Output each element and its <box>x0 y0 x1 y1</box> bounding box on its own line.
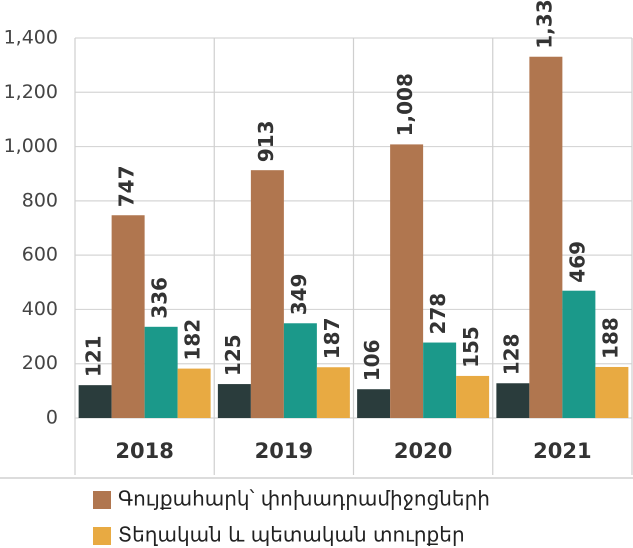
x-tick-label: 2021 <box>533 439 591 463</box>
bar <box>390 144 424 418</box>
value-label: 121 <box>82 335 106 377</box>
value-label: 188 <box>598 317 622 359</box>
value-label: 1,008 <box>393 73 417 136</box>
x-tick-label: 2019 <box>255 439 313 463</box>
legend-label: Գույքահարկ՝ փոխադրամիջոցների <box>118 487 490 511</box>
bar <box>316 367 350 418</box>
bar <box>496 383 530 418</box>
bar <box>177 368 211 418</box>
y-tick-label: 1,200 <box>4 81 58 103</box>
value-label: 349 <box>287 274 311 316</box>
legend-swatch <box>93 527 111 545</box>
bar <box>250 170 284 418</box>
legend-swatch <box>93 491 111 509</box>
bar <box>217 384 251 418</box>
bar <box>529 56 563 418</box>
y-tick-label: 200 <box>22 352 58 374</box>
bar <box>111 215 145 418</box>
x-tick-label: 2018 <box>115 439 173 463</box>
bar <box>562 290 596 418</box>
value-label: 125 <box>221 334 245 376</box>
bar <box>595 366 629 418</box>
y-tick-label: 1,400 <box>4 27 58 49</box>
value-label: 1,331 <box>532 0 556 49</box>
bar <box>357 389 391 418</box>
value-label: 278 <box>426 293 450 335</box>
y-tick-label: 0 <box>46 407 58 429</box>
bar <box>456 375 490 418</box>
value-label: 913 <box>254 120 278 162</box>
value-label: 128 <box>499 334 523 376</box>
y-tick-label: 400 <box>22 298 58 320</box>
value-label: 182 <box>181 319 205 361</box>
value-label: 187 <box>320 317 344 359</box>
x-tick-label: 2020 <box>394 439 452 463</box>
y-tick-label: 600 <box>22 244 58 266</box>
value-label: 747 <box>115 165 139 207</box>
y-tick-label: 800 <box>22 189 58 211</box>
value-label: 469 <box>565 241 589 283</box>
value-label: 155 <box>459 326 483 368</box>
value-label: 336 <box>148 277 172 319</box>
y-tick-label: 1,000 <box>4 135 58 157</box>
value-label: 106 <box>360 339 384 381</box>
bar <box>423 342 457 418</box>
bar <box>283 323 317 418</box>
bar <box>78 385 112 418</box>
legend-label: Տեղական և պետական տուրքեր <box>118 523 465 547</box>
bar <box>144 326 178 418</box>
